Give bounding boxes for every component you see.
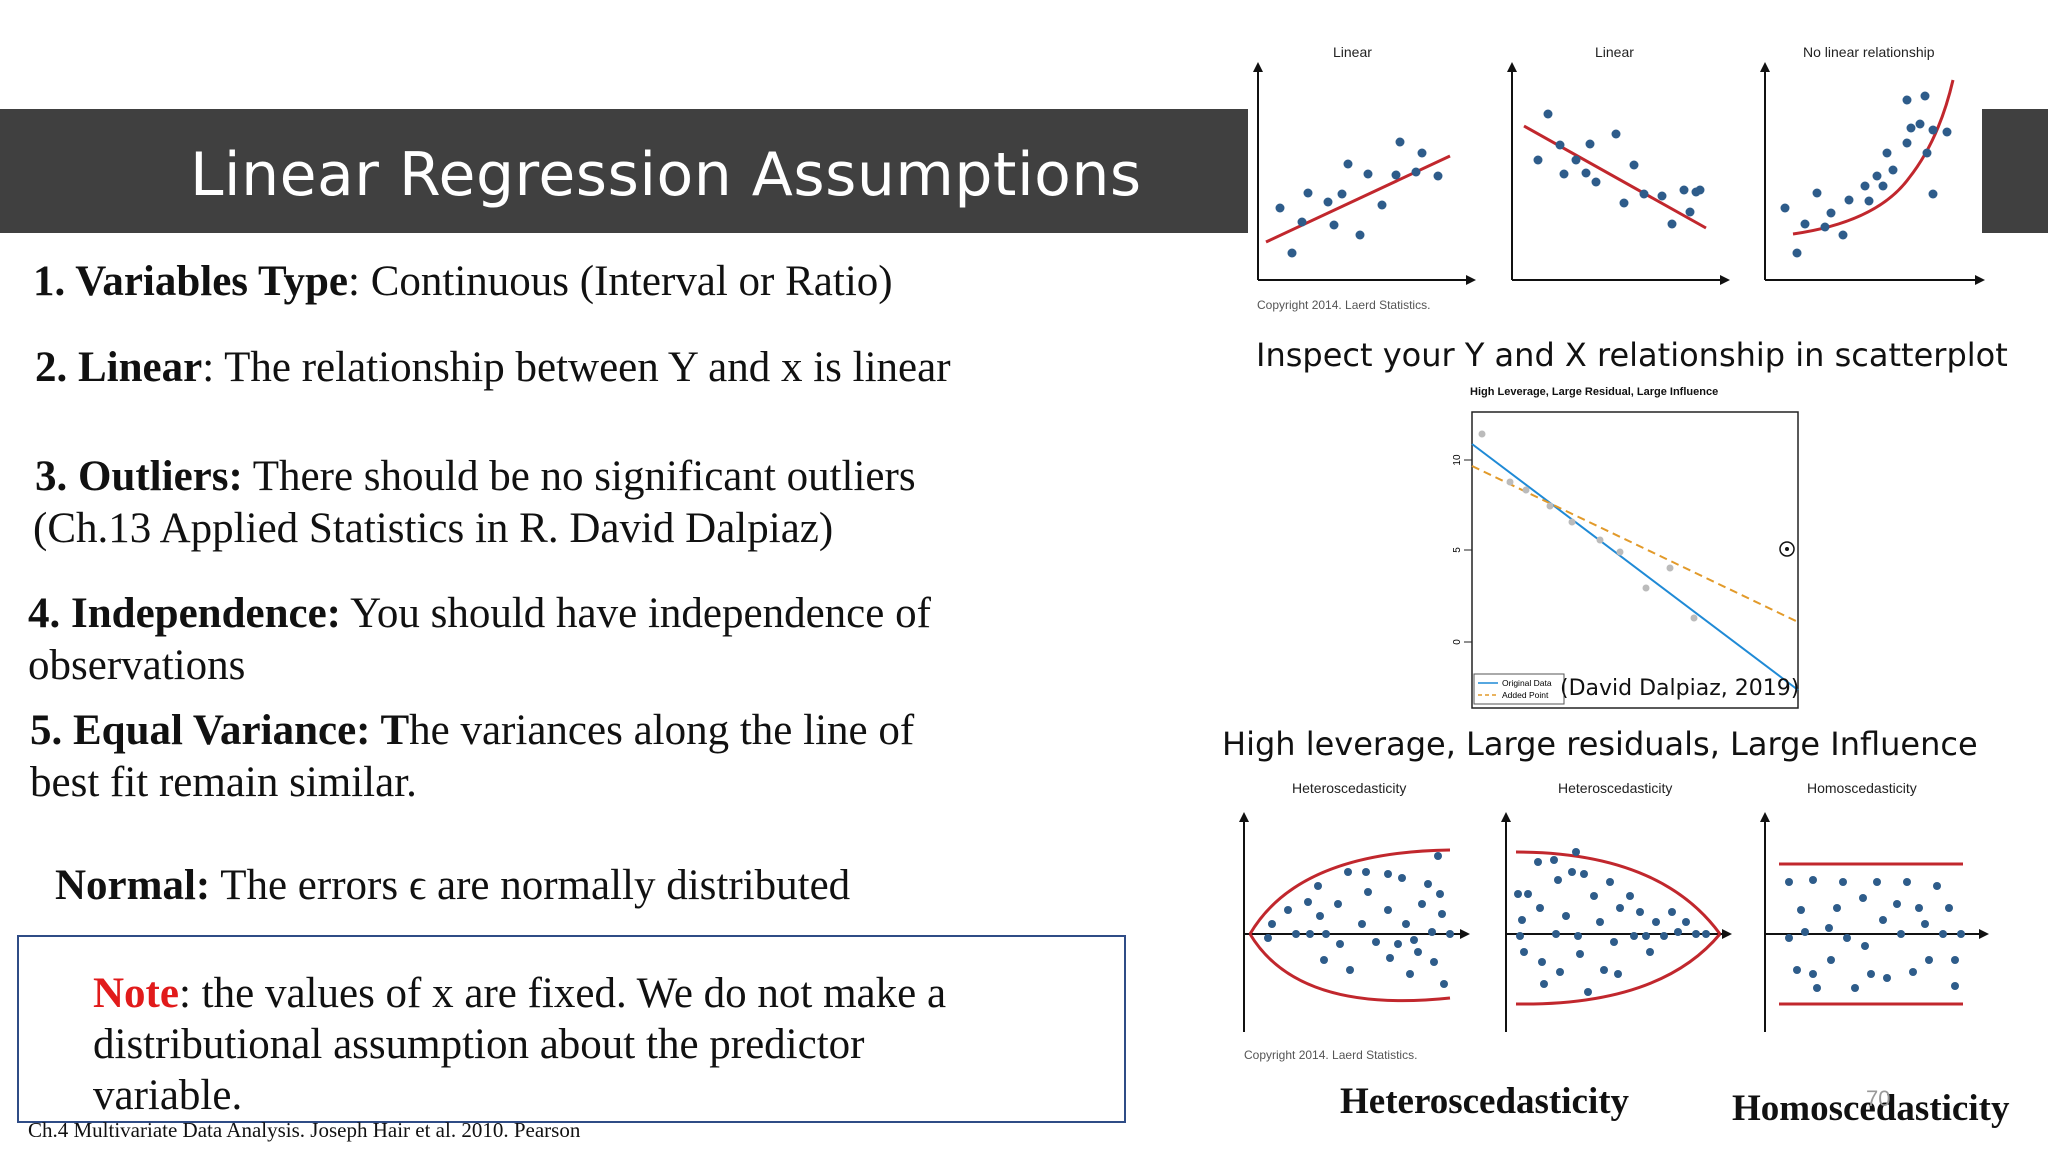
leverage-plot: 10 5 0 Original Data Added Point [1452,411,1799,709]
assumption-normal-label: Normal: [55,862,211,909]
top-plot-1-title: Linear [1333,44,1372,60]
page-number: 70 [1866,1086,1891,1111]
note-line-1-text: : the values of x are fixed. We do not m… [178,970,947,1017]
note-line-2: distributional assumption about the pred… [93,1021,865,1068]
title-bar-right-segment [1982,109,2048,233]
assumption-3-text: There should be no significant outliers [242,453,916,500]
leverage-plot-title: High Leverage, Large Residual, Large Inf… [1470,386,1719,398]
scatter-linear-negative [1507,62,1730,285]
leverage-credit: (David Dalpiaz, 2019) [1560,676,1800,701]
top-caption: Inspect your Y and X relationship in sca… [1256,336,2008,374]
scatter-heteroscedastic-1 [1239,812,1470,1032]
assumption-5: 5. Equal Variance: The variances along t… [30,705,914,757]
note-label: Note [93,970,179,1017]
assumption-1-label: 1. Variables Type [33,258,349,305]
scatter-no-linear-relationship [1760,62,1985,285]
bottom-copyright: Copyright 2014. Laerd Statistics. [1244,1048,1418,1062]
top-plot-3-title: No linear relationship [1803,44,1935,60]
title-bar [0,109,1248,233]
note-box [17,935,1126,1123]
slide-title: Linear Regression Assumptions [190,140,1142,210]
assumption-2: 2. Linear: The relationship between Y an… [35,342,951,394]
assumption-1-text: : Continuous (Interval or Ratio) [348,258,893,305]
leverage-tick-10: 10 [1452,454,1463,466]
assumption-4: 4. Independence: You should have indepen… [28,588,931,640]
scatter-heteroscedastic-2 [1501,812,1732,1032]
assumption-1: 1. Variables Type: Continuous (Interval … [33,256,893,308]
assumption-3-label: 3. Outliers: [35,453,243,500]
top-plot-2-title: Linear [1595,44,1634,60]
scatter-homoscedastic [1760,812,1989,1032]
bottom-plot-2-title: Heteroscedasticity [1558,780,1673,796]
bottom-plot-3-title: Homoscedasticity [1807,780,1917,796]
assumption-3-line2: (Ch.13 Applied Statistics in R. David Da… [33,505,834,552]
top-copyright: Copyright 2014. Laerd Statistics. [1257,298,1431,312]
assumption-5-label: 5. Equal Variance: T [30,707,410,754]
heteroscedasticity-label: Heteroscedasticity [1340,1081,1630,1122]
assumption-normal-text: The errors ϵ are normally distributed [210,862,851,909]
leverage-legend-added: Added Point [1502,690,1549,700]
note-line-1: Note: the values of x are fixed. We do n… [93,968,946,1019]
citation: Ch.4 Multivariate Data Analysis. Joseph … [28,1118,581,1142]
bottom-plot-1-title: Heteroscedasticity [1292,780,1407,796]
note-line-3: variable. [93,1072,243,1119]
assumption-3: 3. Outliers: There should be no signific… [35,451,916,503]
assumption-4-text: You should have independence of [340,590,931,637]
leverage-legend-original: Original Data [1502,678,1552,688]
assumption-2-label: 2. Linear [35,344,203,391]
note-text: Note: the values of x are fixed. We do n… [93,968,946,1121]
homoscedasticity-label: Homoscedasticity [1732,1088,2010,1129]
leverage-tick-5: 5 [1452,547,1463,553]
leverage-tick-0: 0 [1452,639,1463,645]
middle-caption: High leverage, Large residuals, Large In… [1222,725,1978,763]
scatter-linear-positive [1253,62,1476,285]
assumption-5-line2: best fit remain similar. [30,759,417,806]
assumption-2-text: : The relationship between Y and x is li… [202,344,951,391]
assumption-4-label: 4. Independence: [28,590,341,637]
assumption-4-line2: observations [28,642,246,689]
assumption-5-text: he variances along the line of [409,707,915,754]
assumption-normal: Normal: The errors ϵ are normally distri… [55,860,850,912]
